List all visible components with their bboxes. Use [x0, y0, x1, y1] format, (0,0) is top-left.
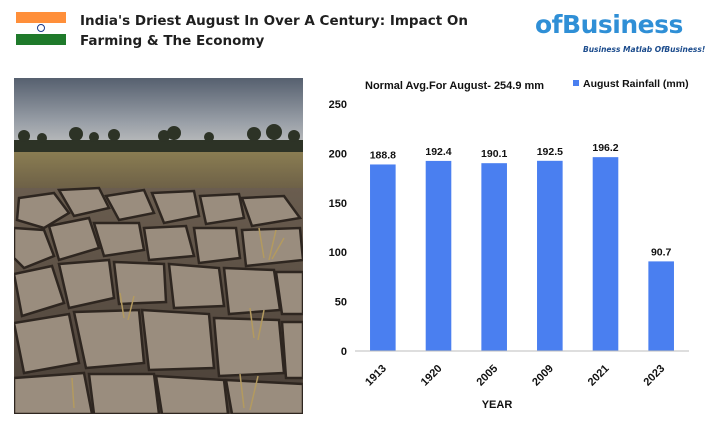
brand-logo: ofBusiness Business Matlab OfBusiness!: [535, 10, 705, 60]
bar: [370, 164, 396, 351]
y-tick-label: 150: [329, 198, 347, 210]
y-tick-label: 250: [329, 99, 347, 111]
y-tick-label: 0: [341, 346, 347, 358]
chart-title: Normal Avg.For August- 254.9 mm: [365, 80, 544, 92]
x-tick-label: 1920: [419, 363, 445, 389]
bar: [481, 163, 507, 351]
bar: [648, 261, 674, 351]
x-tick-label: 2023: [641, 363, 667, 389]
y-tick-label: 100: [329, 247, 347, 259]
bar-value-label: 188.8: [370, 149, 396, 161]
bar-value-label: 192.4: [425, 146, 451, 158]
bar-labels: 188.8 192.4 190.1 192.5 196.2 90.7: [370, 142, 672, 258]
bar-value-label: 90.7: [651, 246, 672, 258]
brand-tagline: Business Matlab OfBusiness!: [583, 45, 706, 54]
x-tick-label: 1913: [363, 363, 389, 389]
x-axis-title: YEAR: [482, 399, 513, 411]
legend-swatch: [573, 80, 579, 86]
x-axis: 1913 1920 2005 2009 2021 2023: [355, 350, 689, 389]
bar-value-label: 190.1: [481, 148, 507, 160]
legend-label: August Rainfall (mm): [583, 78, 689, 90]
bar-value-label: 192.5: [537, 146, 563, 158]
x-tick-label: 2005: [474, 363, 500, 389]
rainfall-bar-chart: Normal Avg.For August- 254.9 mm August R…: [305, 75, 709, 421]
brand-logo-text: ofBusiness: [535, 10, 683, 39]
y-tick-label: 200: [329, 148, 347, 160]
bar-value-label: 196.2: [592, 142, 618, 154]
x-tick-label: 2009: [530, 363, 556, 389]
x-tick-label: 2021: [586, 363, 612, 389]
y-axis: 0 50 100 150 200 250: [329, 99, 347, 358]
page-title: India's Driest August In Over A Century:…: [80, 13, 468, 49]
dry-cracked-field-photo: [14, 78, 303, 414]
bars: [370, 157, 674, 351]
bar: [592, 157, 619, 351]
bar: [425, 160, 452, 351]
bar: [537, 160, 563, 351]
india-flag-icon: [16, 12, 66, 45]
y-tick-label: 50: [335, 297, 347, 309]
